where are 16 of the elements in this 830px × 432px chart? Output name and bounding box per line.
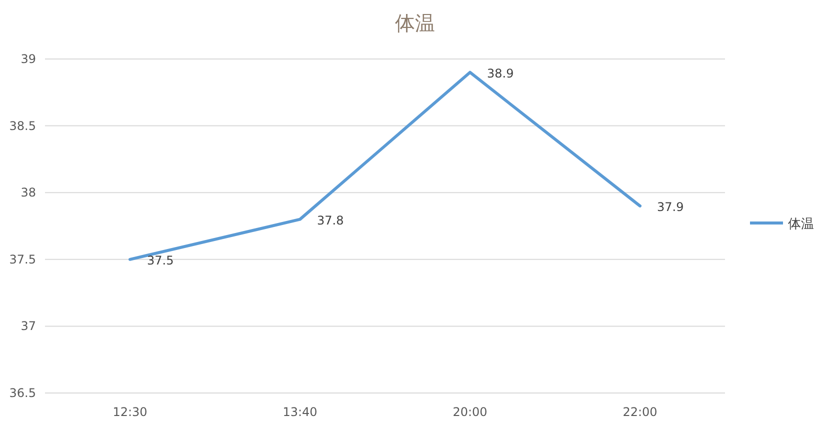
y-tick-label: 38.5	[9, 118, 36, 133]
x-tick-label: 12:30	[112, 405, 148, 419]
data-label: 37.9	[657, 200, 684, 214]
y-tick-label: 37	[20, 319, 36, 334]
legend-label: 体温	[788, 217, 814, 232]
data-label: 37.8	[317, 213, 344, 228]
x-tick-label: 13:40	[282, 405, 318, 419]
chart-title: 体温	[395, 11, 435, 35]
data-label: 38.9	[487, 66, 514, 80]
x-tick-label: 20:00	[452, 405, 488, 419]
y-tick-label: 38	[20, 186, 36, 200]
x-tick-label: 22:00	[622, 405, 658, 419]
y-tick-label: 36.5	[9, 386, 36, 400]
y-tick-label: 39	[20, 52, 36, 66]
data-label: 37.5	[147, 253, 174, 268]
y-tick-label: 37.5	[9, 252, 36, 266]
